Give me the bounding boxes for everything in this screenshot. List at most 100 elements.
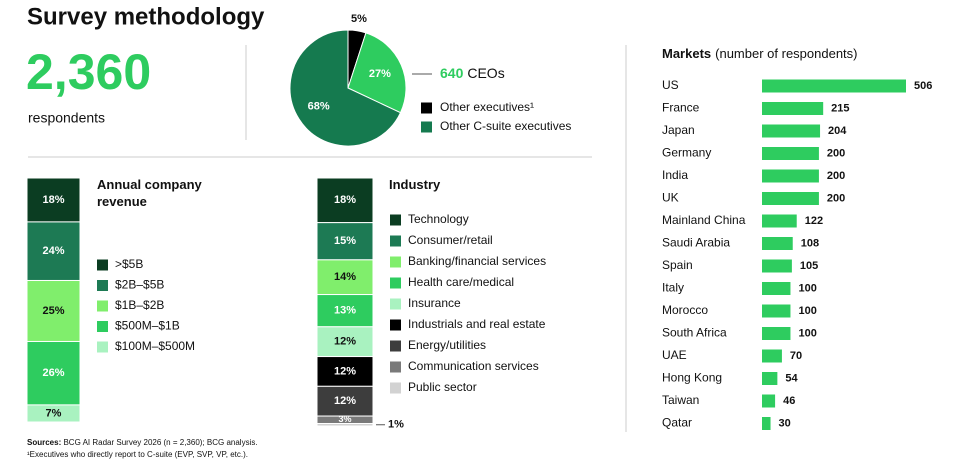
bar-segment [316, 423, 374, 427]
category-label: UK [662, 191, 679, 205]
bar [762, 192, 819, 205]
legend-swatch [390, 298, 401, 310]
bar [762, 124, 821, 138]
chart-title-main: Markets [662, 46, 711, 61]
value-label: 100 [798, 327, 816, 339]
legend-label: Other C-suite executives [440, 119, 571, 133]
legend-swatch [390, 277, 401, 289]
legend-swatch [97, 300, 108, 312]
value-label: 46 [783, 395, 795, 407]
segment-label: 14% [334, 271, 356, 283]
segment-label: 1% [388, 419, 404, 431]
value-label: 100 [798, 282, 816, 294]
category-label: Mainland China [662, 213, 746, 227]
bar [762, 102, 824, 115]
bar [762, 372, 778, 385]
slice-label: 5% [351, 13, 367, 25]
category-label: US [662, 78, 679, 92]
category-label: Taiwan [662, 393, 699, 407]
category-label: Hong Kong [662, 371, 722, 385]
legend-swatch [390, 382, 401, 394]
legend-swatch [390, 340, 401, 352]
legend-swatch [390, 214, 401, 226]
category-label: Italy [662, 281, 684, 295]
bar-segment [316, 222, 374, 261]
bar [762, 79, 906, 93]
segment-label: 24% [42, 245, 64, 257]
category-label: Japan [662, 123, 695, 137]
value-label: 200 [827, 170, 845, 182]
chart-title-box: Industry [389, 177, 441, 192]
segment-label: 7% [46, 407, 62, 419]
bar [762, 147, 819, 160]
legend-swatch [390, 256, 401, 268]
legend-label: Other executives¹ [440, 100, 534, 114]
bar-segment [316, 385, 374, 417]
segment-label: 3% [338, 414, 351, 424]
headline-label: respondents [28, 110, 105, 126]
legend-label: Energy/utilities [408, 338, 486, 352]
bar-segment [316, 294, 374, 328]
chart-title: Markets (number of respondents) [662, 46, 858, 61]
category-label: Saudi Arabia [662, 236, 730, 250]
segment-label: 18% [334, 194, 356, 206]
bar [762, 282, 791, 295]
legend-swatch [390, 319, 401, 331]
category-label: France [662, 101, 700, 115]
value-label: 200 [827, 147, 845, 159]
legend-label: Insurance [408, 296, 461, 310]
chart-title-box: Annual company revenue [97, 177, 202, 209]
page-title: Survey methodology [27, 3, 265, 30]
category-label: UAE [662, 348, 687, 362]
slice-label: 68% [308, 101, 330, 113]
callout-count: 640 [440, 65, 464, 81]
legend-label: Technology [408, 212, 469, 226]
headline-number: 2,360 [26, 44, 151, 100]
bar-segment [316, 177, 374, 224]
category-label: Germany [662, 146, 711, 160]
legend-label: Industrials and real estate [408, 317, 546, 331]
chart-subtitle: (number of respondents) [715, 46, 857, 61]
bar-segment [26, 177, 81, 223]
segment-label: 26% [42, 367, 64, 379]
segment-label: 12% [334, 365, 356, 377]
segment-label: 12% [334, 395, 356, 407]
category-label: Qatar [662, 416, 692, 430]
legend-label: 640 CEOs [440, 65, 505, 81]
bar [762, 304, 791, 318]
legend-label: $500M–$1B [115, 319, 180, 333]
segment-label: 12% [334, 336, 356, 348]
value-label: 122 [805, 215, 823, 227]
legend-label: Communication services [408, 359, 539, 373]
chart-title: Annual company revenue [97, 177, 202, 209]
slice-label: 27% [369, 68, 391, 80]
chart-title: Industry [389, 177, 441, 192]
legend-swatch [97, 341, 108, 353]
category-label: India [662, 168, 688, 182]
value-label: 108 [801, 237, 819, 249]
legend-label: $100M–$500M [115, 339, 195, 353]
sources-label: Sources: [27, 438, 61, 447]
value-label: 30 [779, 417, 791, 429]
value-label: 204 [828, 125, 847, 137]
legend-swatch [390, 235, 401, 247]
bar [762, 349, 782, 363]
category-label: South Africa [662, 326, 727, 340]
bar-segment [26, 340, 81, 406]
bar [762, 237, 793, 250]
bar [762, 394, 776, 408]
legend-label: Banking/financial services [408, 254, 546, 268]
legend-swatch [421, 102, 432, 114]
segment-label: 13% [334, 305, 356, 317]
category-label: Morocco [662, 303, 708, 317]
legend-swatch [390, 361, 401, 373]
bar [762, 327, 791, 340]
category-label: Spain [662, 258, 693, 272]
segment-label: 18% [42, 194, 64, 206]
sources-text: BCG AI Radar Survey 2026 (n = 2,360); BC… [63, 438, 257, 447]
bar-segment [26, 221, 81, 281]
segment-label: 25% [42, 305, 64, 317]
pie-slice [289, 29, 402, 147]
bar [762, 214, 797, 228]
